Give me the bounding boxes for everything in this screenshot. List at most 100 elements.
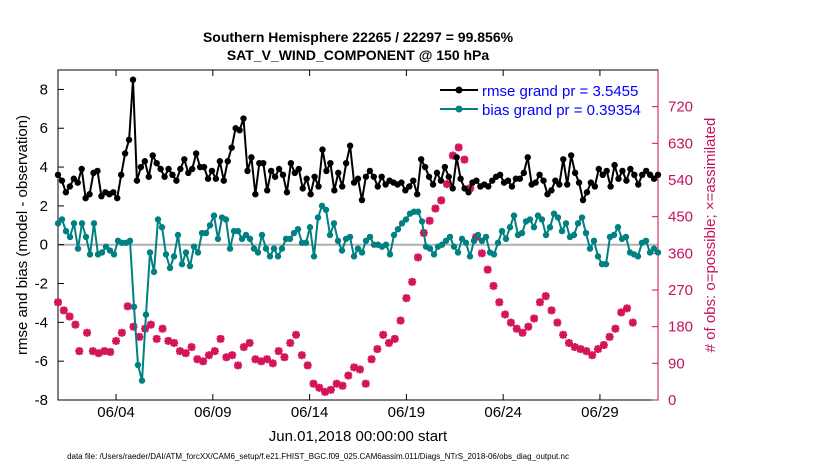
axis-ticks: -8 -6 -4 -2 0 2 4 6 8 0 90 180 270 360 450 540 630 720 06/… <box>35 70 693 421</box>
rmse-point <box>66 183 74 190</box>
rmse-point <box>587 179 595 186</box>
obs-marker <box>408 277 417 286</box>
bias-point <box>210 212 218 219</box>
bias-point <box>166 264 174 272</box>
bias-point <box>330 220 338 227</box>
bias-point <box>602 260 610 268</box>
legend-bias-marker <box>455 105 463 113</box>
bias-point <box>346 233 354 241</box>
bias-point <box>394 225 402 233</box>
obs-marker <box>65 312 74 321</box>
bias-point <box>390 231 398 239</box>
obs-marker <box>483 265 492 274</box>
rmse-point <box>532 179 539 186</box>
bias-point <box>154 216 162 223</box>
bias-point <box>358 249 366 256</box>
obs-marker <box>146 320 155 329</box>
rmse-point <box>299 185 306 192</box>
obs-marker <box>477 249 486 258</box>
x-tick-label: 06/04 <box>97 404 135 421</box>
bias-point <box>174 231 182 239</box>
obs-marker <box>355 365 364 374</box>
rmse-point <box>342 159 350 167</box>
bias-point <box>78 220 86 227</box>
rmse-point <box>54 171 62 179</box>
obs-marker <box>506 318 515 327</box>
bias-point <box>110 251 118 258</box>
obs-marker <box>245 338 254 347</box>
bias-point <box>386 251 394 258</box>
rmse-point <box>516 175 524 182</box>
bias-point <box>194 249 202 256</box>
rmse-point <box>433 169 441 177</box>
bias-point <box>58 216 66 223</box>
bias-point <box>130 303 138 311</box>
bias-point <box>542 231 550 239</box>
bias-point <box>582 229 590 237</box>
rmse-point <box>204 175 212 182</box>
bias-point <box>274 253 282 260</box>
rmse-point <box>536 171 543 179</box>
y-right-tick-label: 630 <box>668 135 693 152</box>
bias-point <box>498 227 506 235</box>
rmse-point <box>177 165 184 173</box>
obs-marker <box>239 343 248 352</box>
bias-point <box>454 249 462 256</box>
rmse-series <box>54 76 662 204</box>
obs-marker <box>460 155 469 164</box>
y-tick-label: 0 <box>40 237 48 254</box>
bias-point <box>226 245 234 252</box>
obs-marker <box>617 308 626 317</box>
rmse-point <box>508 183 516 190</box>
obs-marker <box>437 196 446 205</box>
chart-subtitle: SAT_V_WIND_COMPONENT @ 150 hPa <box>227 47 490 63</box>
rmse-point <box>425 173 433 180</box>
obs-marker <box>344 371 353 380</box>
y-right-tick-label: 360 <box>668 245 693 262</box>
obs-marker <box>303 361 312 370</box>
rmse-point <box>149 152 156 159</box>
bias-point <box>158 224 166 231</box>
bias-point <box>586 245 594 252</box>
obs-marker <box>216 334 225 343</box>
obs-marker <box>268 359 277 368</box>
bias-point <box>442 237 450 245</box>
bias-point <box>134 361 142 369</box>
rmse-point <box>654 171 662 179</box>
obs-marker <box>59 306 68 315</box>
obs-marker <box>204 351 213 360</box>
rmse-point <box>441 163 449 171</box>
rmse-point <box>189 165 196 173</box>
rmse-point <box>560 156 567 163</box>
bias-point <box>538 216 546 223</box>
bias-point <box>318 202 326 210</box>
obs-marker <box>199 357 208 366</box>
rmse-point <box>192 150 200 157</box>
bias-point <box>146 249 154 256</box>
bias-point <box>250 245 258 252</box>
bias-point <box>126 237 134 245</box>
legend: rmse grand pr = 3.5455 bias grand pr = 0… <box>438 77 652 119</box>
obs-marker <box>361 379 370 388</box>
bias-point <box>138 377 146 384</box>
rmse-point <box>378 173 385 180</box>
bias-point <box>654 249 662 256</box>
bias-point <box>314 214 322 221</box>
obs-marker <box>75 347 84 356</box>
rmse-point <box>74 179 81 186</box>
rmse-point <box>564 181 571 188</box>
rmse-point <box>402 187 409 194</box>
rmse-point <box>354 175 362 182</box>
bias-point <box>530 224 538 231</box>
bias-point <box>622 233 630 241</box>
obs-marker <box>443 180 452 189</box>
rmse-point <box>153 159 160 167</box>
rmse-point <box>650 175 658 182</box>
bias-point <box>246 235 254 243</box>
rmse-point <box>540 177 547 184</box>
bias-point <box>354 245 362 252</box>
rmse-point <box>185 169 192 177</box>
bias-point <box>478 237 486 245</box>
bias-point <box>462 239 470 246</box>
